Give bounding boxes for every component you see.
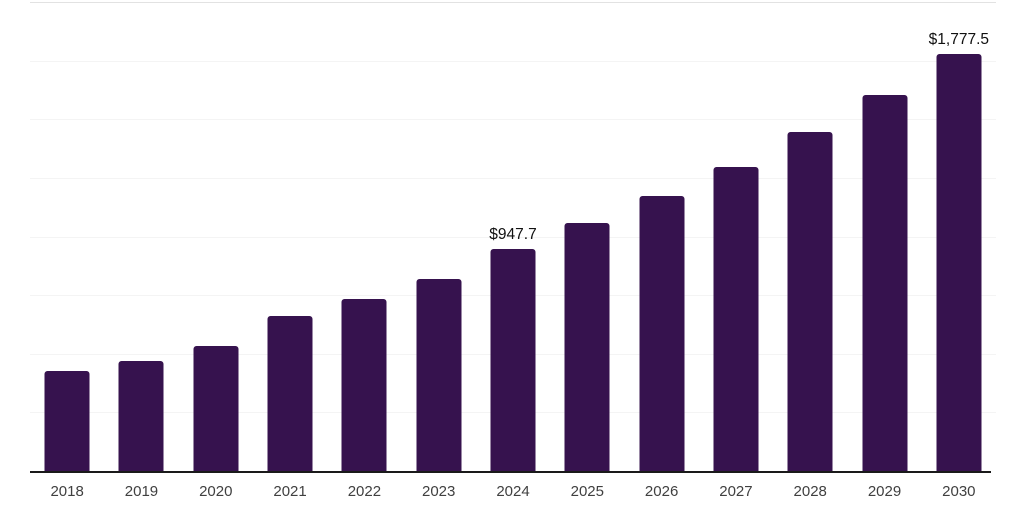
x-tick-label-2025: 2025 — [570, 483, 604, 500]
value-label-2030: $1,777.5 — [928, 31, 990, 49]
x-axis-line — [30, 471, 991, 473]
bar-2026 — [639, 195, 685, 471]
x-tick-label-2030: 2030 — [942, 483, 976, 500]
bar-2025 — [564, 223, 610, 471]
x-tick-label-2026: 2026 — [644, 483, 679, 500]
plot-area: $947.7 $1,777.5 — [30, 2, 996, 471]
bar-2019 — [118, 361, 164, 471]
gridline — [30, 2, 996, 3]
bar-2027 — [713, 166, 759, 471]
bar-2030 — [936, 54, 982, 471]
x-tick-label-2023: 2023 — [422, 483, 456, 500]
bar-2023 — [416, 278, 462, 471]
x-tick-label-2024: 2024 — [496, 483, 530, 500]
x-tick-label-2028: 2028 — [793, 483, 827, 500]
bar-2028 — [787, 132, 833, 471]
gridline — [30, 236, 996, 238]
x-tick-label-2022: 2022 — [347, 483, 382, 500]
bar-2020 — [193, 346, 239, 471]
gridline — [30, 60, 996, 62]
x-tick-label-2020: 2020 — [199, 483, 233, 500]
gridline — [30, 119, 996, 121]
value-label-2024: $947.7 — [489, 225, 537, 243]
x-tick-label-2021: 2021 — [273, 483, 307, 500]
x-tick-label-2027: 2027 — [719, 483, 753, 500]
bar-2022 — [341, 299, 387, 471]
bar-2029 — [862, 94, 908, 471]
gridline — [30, 177, 996, 179]
bar-2018 — [44, 370, 90, 471]
x-tick-label-2029: 2029 — [867, 483, 902, 500]
bar-2024 — [490, 248, 536, 471]
bar-2021 — [267, 316, 313, 471]
x-tick-label-2019: 2019 — [124, 483, 159, 500]
x-tick-label-2018: 2018 — [50, 483, 84, 500]
